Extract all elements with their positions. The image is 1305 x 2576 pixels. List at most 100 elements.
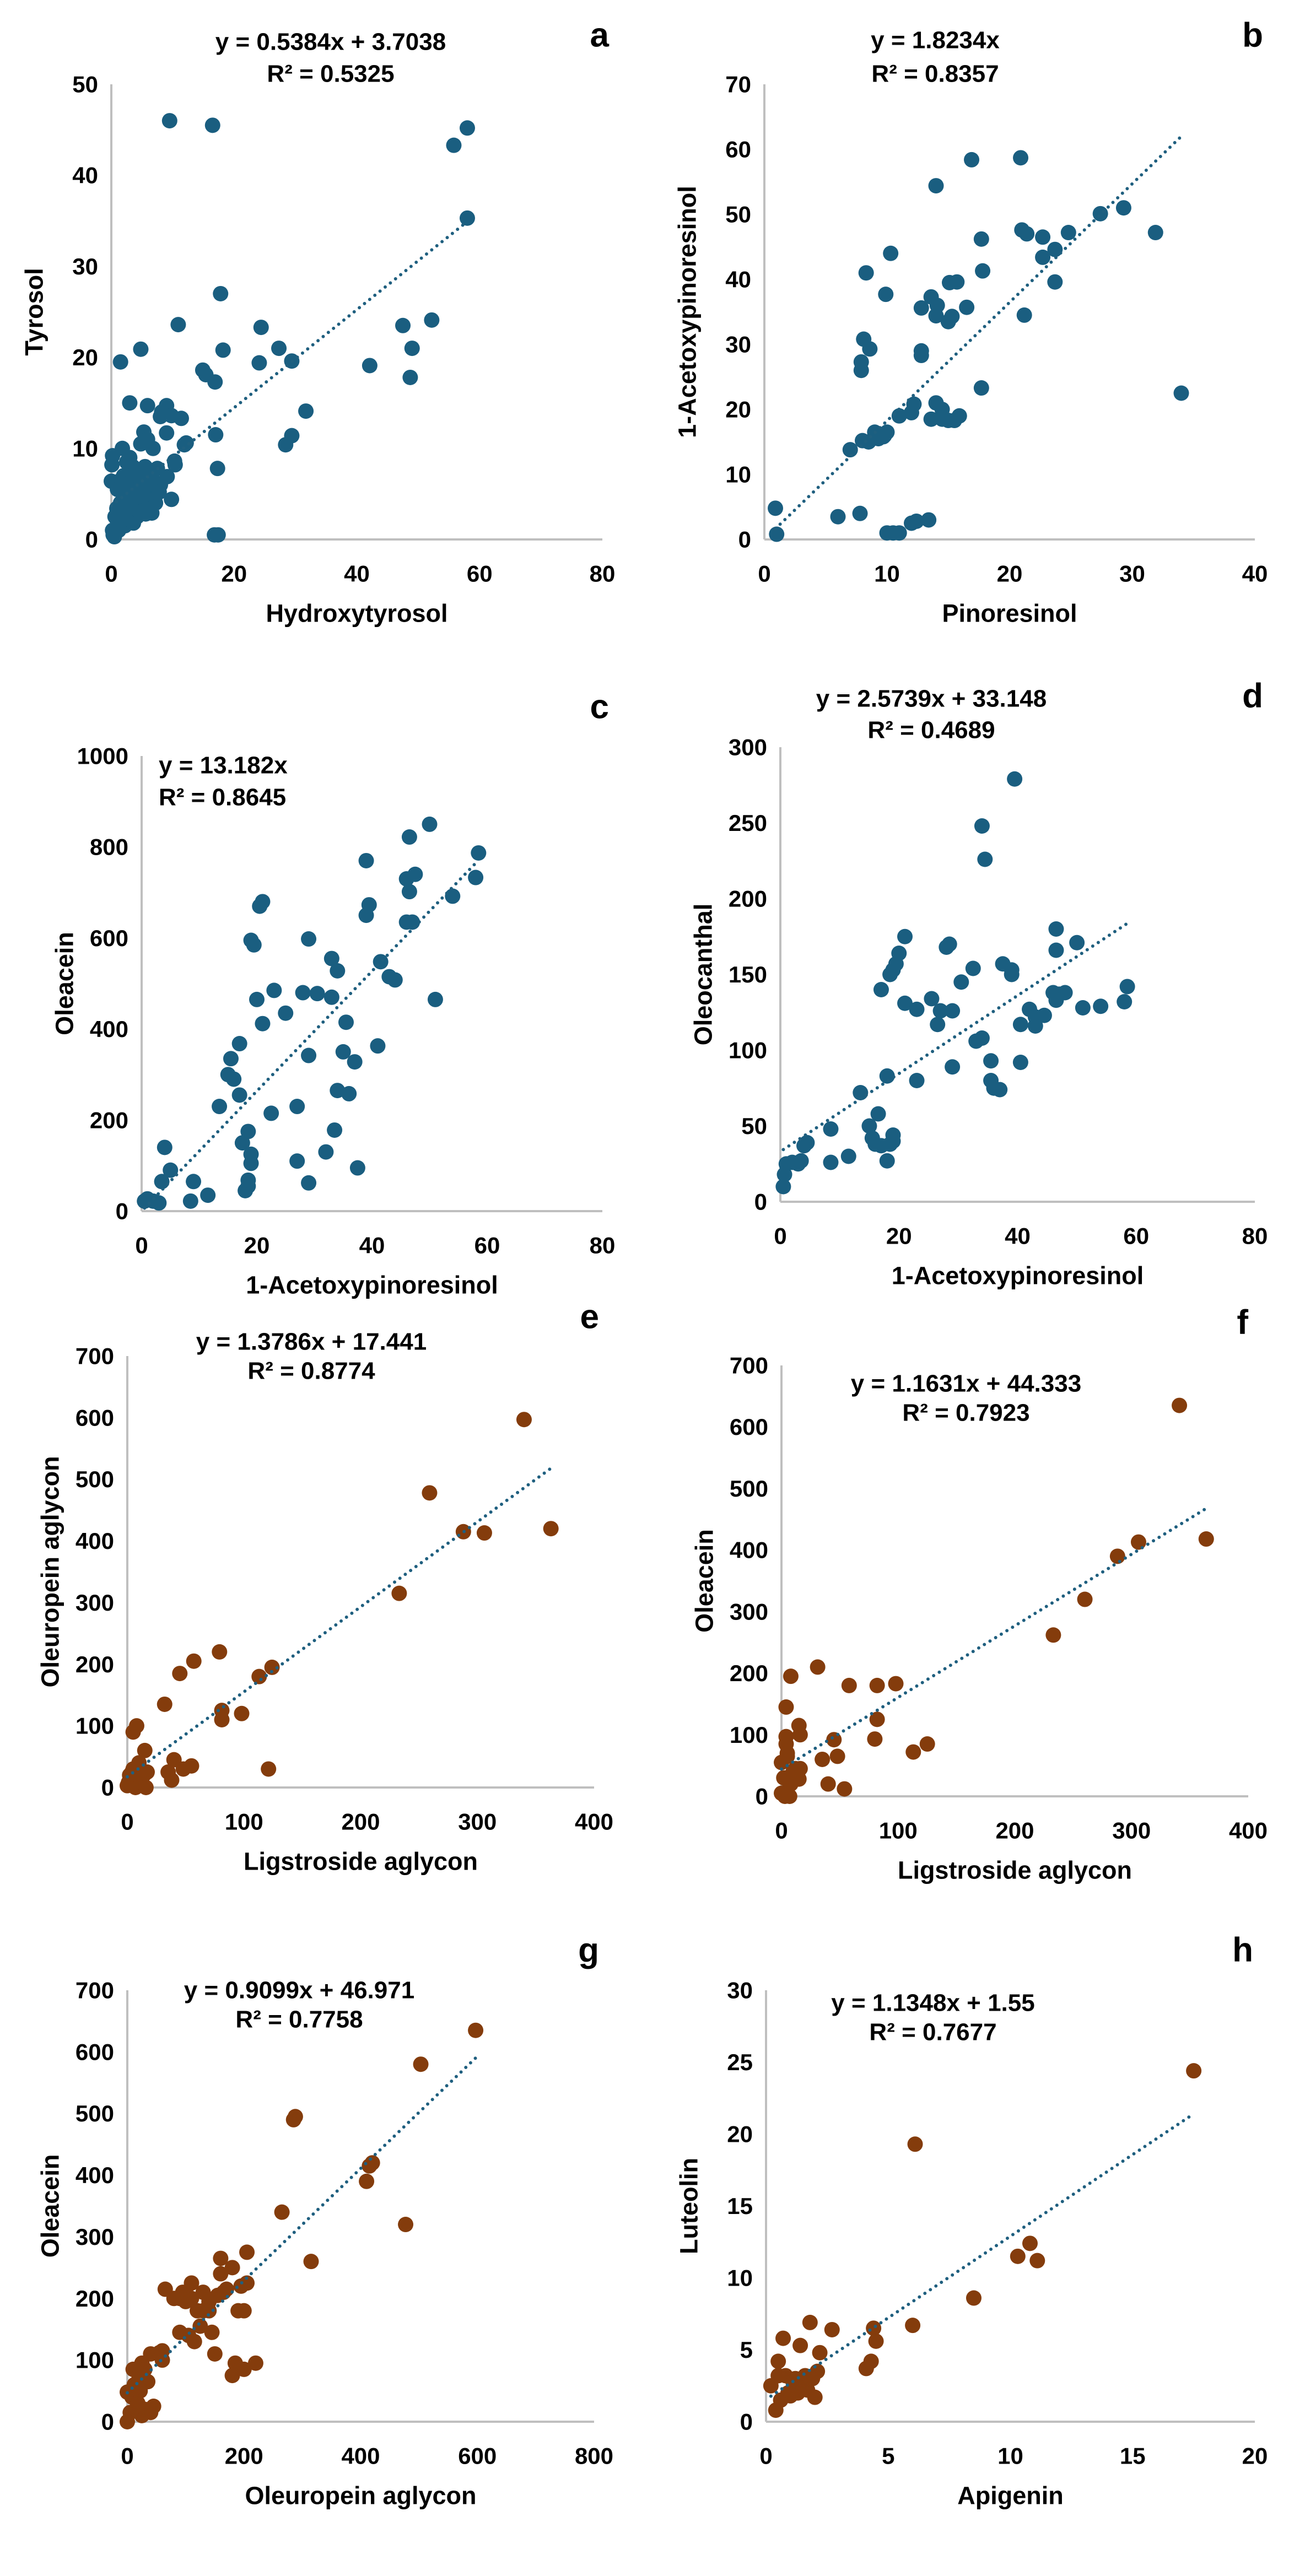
data-point (301, 1175, 317, 1191)
data-point (873, 982, 889, 997)
data-point (153, 408, 169, 424)
y-tick-label: 700 (76, 1343, 114, 1369)
data-point (476, 1525, 492, 1541)
data-point (208, 427, 224, 443)
y-tick-label: 400 (90, 1016, 128, 1042)
data-point (204, 117, 220, 133)
data-point (842, 442, 858, 458)
data-point (144, 505, 160, 521)
data-point (104, 457, 120, 473)
data-point (128, 463, 144, 479)
data-point (974, 818, 990, 834)
data-point (172, 1666, 188, 1682)
data-point (1186, 2063, 1202, 2079)
data-point (932, 1003, 948, 1019)
y-tick-label: 300 (76, 1590, 114, 1616)
y-tick-label: 10 (727, 2265, 753, 2291)
chart-panel-b: 0 10 20 30 40 50 60 70 0 10 20 30 40 Pinoresinol 1-Ace… (673, 17, 1268, 628)
x-tick-label: 20 (221, 561, 247, 587)
data-point (133, 341, 149, 357)
data-point (303, 2254, 319, 2270)
x-tick-label: 300 (1112, 1818, 1151, 1844)
data-point (1172, 1397, 1188, 1413)
x-tick-label: 80 (590, 561, 616, 587)
x-axis-title: Ligstroside aglycon (244, 1848, 478, 1876)
data-point (255, 1016, 271, 1032)
data-point (427, 991, 443, 1007)
data-point (223, 1051, 239, 1067)
data-point (338, 1014, 354, 1030)
x-tick-label: 300 (458, 1809, 497, 1835)
data-point (1147, 225, 1163, 241)
data-point (951, 408, 967, 424)
data-point (459, 210, 475, 226)
data-point (387, 972, 403, 988)
data-point (139, 1764, 155, 1780)
y-tick-label: 200 (76, 2286, 114, 2312)
x-tick-label: 60 (467, 561, 493, 587)
data-point (977, 851, 993, 867)
r-squared-label: R² = 0.7923 (902, 1400, 1029, 1427)
x-tick-label: 20 (1242, 2443, 1268, 2469)
panel-letter: b (1242, 17, 1263, 55)
y-tick-label: 70 (725, 72, 751, 98)
data-point (877, 428, 893, 444)
data-point (830, 509, 846, 525)
y-axis-title: Oleuropein aglycon (36, 1456, 64, 1687)
y-tick-label: 200 (90, 1107, 128, 1133)
y-tick-label: 20 (727, 2121, 753, 2147)
data-point (908, 513, 924, 529)
y-tick-label: 50 (72, 72, 98, 98)
data-point (913, 348, 929, 364)
data-point (1115, 200, 1131, 216)
data-point (966, 2290, 982, 2306)
data-point (945, 1059, 961, 1075)
y-tick-label: 100 (76, 1713, 114, 1739)
panel-letter: a (590, 17, 610, 55)
x-tick-label: 20 (997, 561, 1023, 587)
y-tick-label: 0 (756, 1784, 768, 1810)
data-point (287, 2109, 303, 2125)
panel-letter: f (1237, 1304, 1248, 1342)
data-point (139, 431, 155, 447)
data-point (1012, 1017, 1028, 1033)
data-point (395, 317, 411, 333)
data-point (224, 2260, 240, 2276)
data-point (775, 2330, 791, 2346)
x-axis-title: Apigenin (957, 2482, 1063, 2510)
y-tick-label: 600 (730, 1414, 768, 1440)
data-point (204, 2324, 220, 2340)
data-point (1045, 1627, 1061, 1643)
y-tick-label: 100 (729, 1038, 767, 1063)
data-point (186, 1174, 202, 1190)
data-point (1092, 206, 1108, 222)
data-point (249, 991, 265, 1007)
data-point (973, 231, 989, 247)
r-squared-label: R² = 0.8645 (159, 784, 286, 811)
y-tick-label: 30 (72, 253, 98, 279)
r-squared-label: R² = 0.7677 (869, 2019, 996, 2046)
data-point (154, 1174, 170, 1190)
r-squared-label: R² = 0.5325 (267, 61, 394, 88)
x-tick-label: 10 (997, 2443, 1023, 2469)
trend-equation: y = 1.1631x + 44.333 (851, 1370, 1081, 1397)
x-tick-label: 40 (1242, 561, 1268, 587)
data-point (184, 1758, 199, 1774)
data-point (781, 1789, 797, 1804)
data-point (891, 408, 907, 424)
data-point (278, 1005, 294, 1021)
data-point (983, 1053, 999, 1069)
y-axis-title: Oleocanthal (689, 904, 718, 1046)
data-point (945, 1003, 961, 1019)
data-point (370, 1038, 386, 1054)
data-point (231, 1087, 247, 1103)
y-axis-title: Oleacein (36, 2154, 64, 2258)
data-point (516, 1412, 532, 1428)
panel-letter: c (590, 688, 609, 726)
y-tick-label: 10 (72, 435, 98, 461)
data-point (974, 1030, 990, 1046)
x-tick-label: 200 (225, 2443, 263, 2469)
panel-letter: h (1232, 1931, 1253, 1969)
data-point (459, 120, 475, 136)
panel-letter: d (1242, 677, 1263, 715)
